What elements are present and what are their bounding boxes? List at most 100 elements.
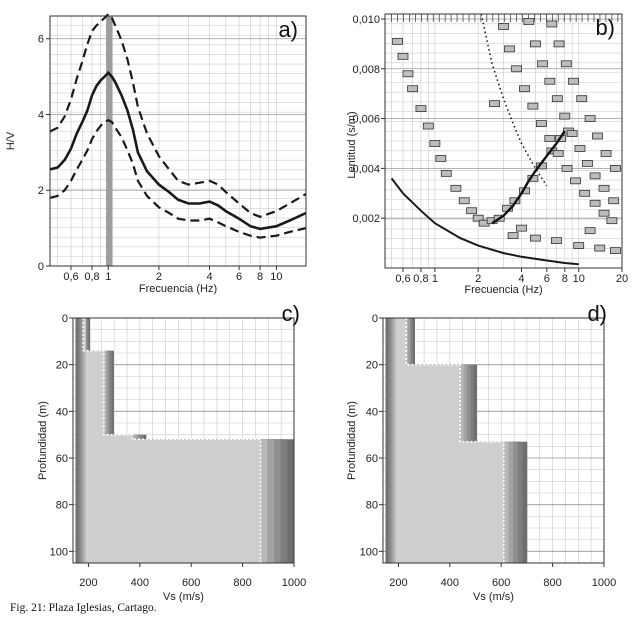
panel-a-hv-chart: 0,6 0,8 1 2 4 6 8 10 0 2 4 6 Frecuencia (Hz) a) H/V — [5, 12, 307, 295]
dispersion-pick — [600, 150, 612, 157]
y-tick-label: 0,004 — [352, 163, 380, 175]
best-vs-model — [405, 318, 505, 563]
dispersion-pick — [516, 224, 527, 232]
model-ensemble — [75, 318, 294, 563]
model-band — [395, 318, 504, 563]
panel-c-vs-profile-chart: 200 400 600 800 1000 0 20 40 60 80 100 Vs (m/s) c) Pr… — [37, 301, 306, 603]
dispersion-pick — [573, 242, 585, 249]
x-tick-label: 8 — [257, 271, 263, 283]
dispersion-pick — [544, 135, 556, 142]
dispersion-pick — [504, 45, 515, 53]
x-tick-label: 600 — [182, 577, 200, 589]
x-tick-label: 800 — [233, 577, 251, 589]
best-vs-model — [82, 318, 262, 563]
dispersion-pick — [530, 40, 541, 48]
dispersion-pick — [566, 130, 578, 137]
x-axis-label: Frecuencia (Hz) — [139, 283, 217, 295]
x-tick-label: 1 — [432, 273, 438, 285]
y-tick-label: 0,006 — [352, 114, 380, 126]
dispersion-pick — [568, 77, 579, 85]
dispersion-pick — [561, 164, 573, 172]
x-tick-label: 600 — [492, 577, 510, 589]
dispersion-pick — [544, 77, 556, 85]
dispersion-pick — [523, 18, 535, 25]
dispersion-pick — [466, 207, 477, 215]
y-tick-label: 0,008 — [352, 64, 380, 76]
plot-frame — [384, 13, 623, 269]
dispersion-pick — [551, 237, 562, 245]
y-tick-label: 4 — [38, 109, 44, 121]
dispersion-pick — [546, 20, 558, 28]
dispersion-pick — [606, 217, 618, 225]
y-axis-label: H/V — [5, 131, 17, 150]
x-tick-label: 6 — [544, 273, 550, 285]
dispersion-curve — [491, 130, 566, 225]
x-tick-label: 1 — [105, 271, 111, 283]
x-tick-label: 400 — [441, 577, 459, 589]
dispersion-pick — [553, 40, 565, 48]
dispersion-pick — [435, 155, 447, 162]
y-tick-label: 60 — [56, 453, 68, 465]
x-tick-label: 0,6 — [63, 271, 78, 283]
panel-b-dispersion-chart: 0,6 0,8 1 2 4 6 8 10 20 0,002 0,004 0,006 0,008 0,010… — [346, 13, 628, 296]
x-tick-label: 10 — [270, 271, 282, 283]
x-tick-label: 8 — [562, 273, 568, 285]
dispersion-pick — [560, 60, 572, 68]
y-tick-label: 40 — [56, 406, 68, 418]
y-tick-label: 0 — [62, 313, 68, 325]
dispersion-pick — [472, 214, 484, 222]
y-tick-label: 20 — [56, 360, 68, 372]
dispersion-pick — [440, 169, 452, 177]
dispersion-pick — [584, 115, 596, 122]
x-tick-label: 10 — [573, 273, 585, 285]
x-tick-label: 400 — [131, 577, 149, 589]
dispersion-pick — [397, 52, 409, 60]
dispersion-pick — [582, 160, 593, 167]
dispersion-pick — [498, 23, 509, 30]
x-tick-label: 200 — [79, 577, 97, 589]
x-tick-label: 4 — [518, 273, 524, 285]
y-tick-label: 0 — [38, 261, 44, 273]
dispersion-pick — [511, 65, 522, 73]
plot-frame — [382, 317, 605, 564]
dispersion-pick — [530, 234, 541, 242]
y-tick-label: 40 — [366, 406, 378, 418]
y-axis-label: Lentitud (s/m) — [346, 111, 358, 178]
hv-std-curve — [49, 118, 307, 239]
y-tick-label: 0 — [372, 313, 378, 325]
y-tick-label: 0,002 — [352, 213, 380, 225]
dispersion-pick — [598, 184, 610, 192]
dispersion-pick — [574, 145, 586, 152]
x-tick-label: 0,6 — [395, 273, 410, 285]
panel-label: a) — [278, 17, 298, 42]
dispersion-pick — [576, 95, 588, 103]
x-tick-label: 2 — [156, 271, 162, 283]
hv-mean-curve — [49, 70, 307, 231]
panel-label: b) — [595, 15, 615, 40]
dispersion-pick — [415, 105, 427, 113]
y-tick-label: 80 — [56, 500, 68, 512]
dispersion-pick — [559, 112, 571, 120]
y-tick-label: 20 — [366, 360, 378, 372]
x-tick-label: 4 — [206, 271, 212, 283]
x-tick-label: 0,8 — [413, 273, 428, 285]
dispersion-pick — [527, 102, 539, 110]
x-axis-label: Vs (m/s) — [163, 591, 204, 603]
y-axis-label: Profundidad (m) — [346, 401, 358, 480]
dispersion-pick — [507, 232, 519, 240]
dispersion-pick — [592, 132, 603, 140]
y-tick-label: 60 — [366, 453, 378, 465]
panel-label: d) — [587, 301, 607, 326]
hv-std-curve — [49, 12, 307, 218]
dispersion-pick — [519, 85, 530, 93]
dispersion-pick — [535, 120, 547, 127]
dispersion-pick — [551, 95, 563, 103]
y-tick-label: 2 — [38, 185, 44, 197]
y-tick-label: 100 — [360, 546, 378, 558]
dispersion-pick — [552, 150, 564, 157]
dispersion-pick — [402, 70, 414, 78]
dispersion-pick — [392, 37, 403, 45]
dispersion-pick — [537, 60, 548, 68]
dispersion-pick — [610, 164, 621, 172]
dispersion-pick — [584, 227, 596, 235]
